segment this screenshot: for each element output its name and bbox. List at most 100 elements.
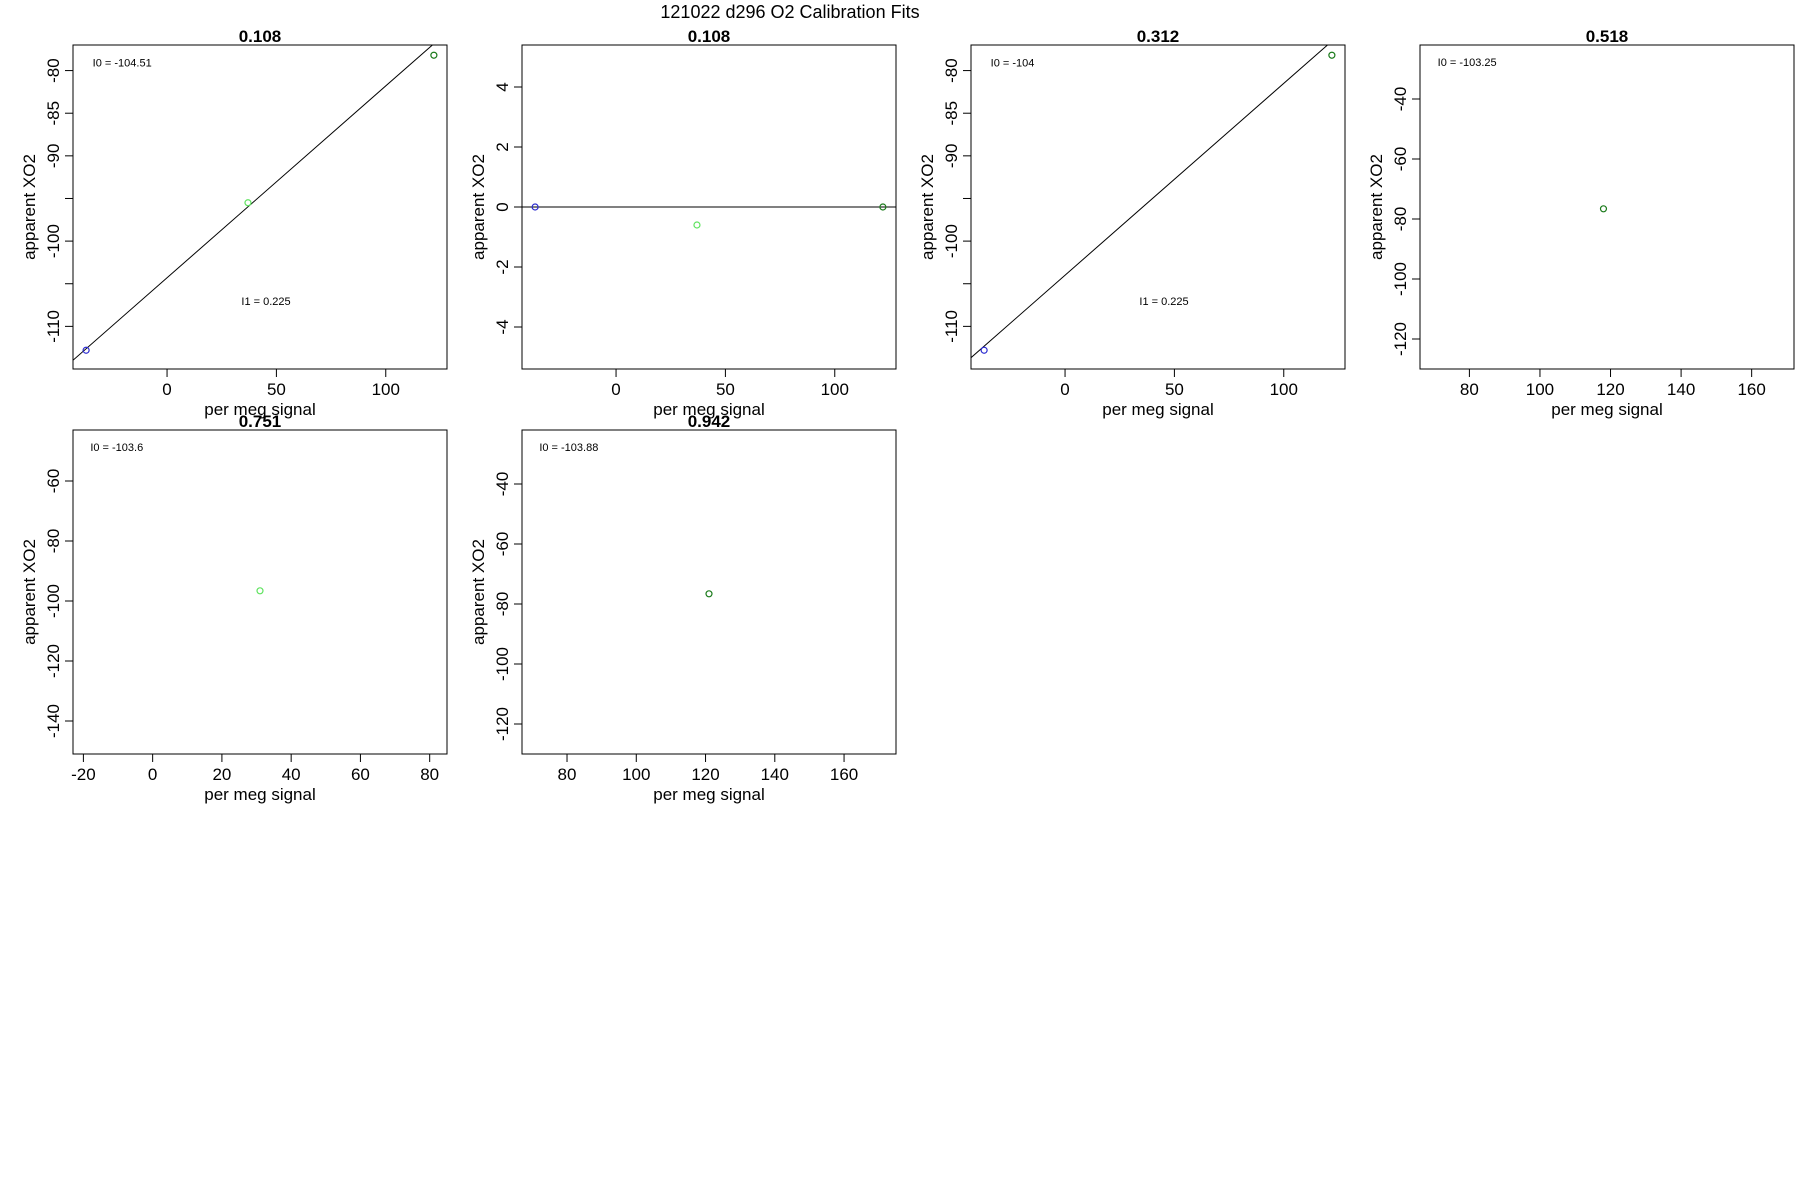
x-axis-label: per meg signal xyxy=(204,400,316,419)
y-axis-label: apparent XO2 xyxy=(20,539,39,645)
x-tick-label: 140 xyxy=(1667,380,1695,399)
fit-annotation: I0 = -104 xyxy=(991,57,1035,69)
panel-5: 0.751 -20 0 20 40 60 80 -60 -80 -100 -120 -140 per m… xyxy=(20,412,448,804)
y-tick-label: -140 xyxy=(44,704,63,738)
x-axis-label: per meg signal xyxy=(1551,400,1663,419)
panel-6: 0.942 80 100 120 140 160 -40 -60 -80 -100 -120 per … xyxy=(469,412,897,804)
panel-grid: 0.108 0 50 100 -80 -85 -90 -100 -110 per meg sign… xyxy=(20,27,1795,804)
y-tick-label: -80 xyxy=(1391,207,1410,232)
y-tick-label: -100 xyxy=(1391,262,1410,296)
data-point xyxy=(693,221,701,229)
y-axis-label: apparent XO2 xyxy=(918,154,937,260)
fit-line xyxy=(971,45,1329,359)
x-tick-label: 120 xyxy=(691,765,719,784)
x-tick-label: 0 xyxy=(162,380,171,399)
data-point xyxy=(1328,51,1336,59)
y-tick-label: 2 xyxy=(493,142,512,151)
x-tick-label: 160 xyxy=(1737,380,1765,399)
y-tick-label: -80 xyxy=(44,58,63,83)
x-tick-label: 100 xyxy=(821,380,849,399)
y-tick-label: -60 xyxy=(493,532,512,557)
x-tick-label: 160 xyxy=(830,765,858,784)
plot-frame xyxy=(72,429,448,755)
panel-1: 0.108 0 50 100 -80 -85 -90 -100 -110 per meg sign… xyxy=(20,27,448,419)
x-tick-label: 100 xyxy=(1270,380,1298,399)
panel-title: 0.108 xyxy=(688,27,731,46)
x-tick-label: -20 xyxy=(71,765,96,784)
x-tick-label: 140 xyxy=(761,765,789,784)
y-tick-label: -100 xyxy=(44,584,63,618)
x-tick-label: 0 xyxy=(1060,380,1069,399)
data-point xyxy=(82,346,90,354)
x-tick-label: 100 xyxy=(1526,380,1554,399)
y-tick-label: -85 xyxy=(44,101,63,126)
x-tick-label: 50 xyxy=(1165,380,1184,399)
y-axis-label: apparent XO2 xyxy=(1367,154,1386,260)
x-tick-label: 0 xyxy=(148,765,157,784)
x-tick-label: 120 xyxy=(1596,380,1624,399)
y-tick-label: -120 xyxy=(44,644,63,678)
x-tick-label: 80 xyxy=(1460,380,1479,399)
panel-title: 0.518 xyxy=(1586,27,1629,46)
x-axis-label: per meg signal xyxy=(204,785,316,804)
panel-title: 0.312 xyxy=(1137,27,1180,46)
x-axis-label: per meg signal xyxy=(653,400,765,419)
y-tick-label: -40 xyxy=(1391,87,1410,112)
y-tick-label: -80 xyxy=(493,592,512,617)
data-point xyxy=(531,203,539,211)
data-point xyxy=(879,203,887,211)
x-tick-label: 50 xyxy=(267,380,286,399)
y-tick-label: -90 xyxy=(44,144,63,169)
y-tick-label: -100 xyxy=(493,647,512,681)
fit-annotation: I1 = 0.225 xyxy=(241,296,290,308)
x-tick-label: 60 xyxy=(351,765,370,784)
y-tick-label: -110 xyxy=(44,310,63,343)
x-tick-label: 80 xyxy=(558,765,577,784)
fit-annotation: I0 = -103.6 xyxy=(90,442,143,454)
data-point xyxy=(256,587,264,595)
x-tick-label: 40 xyxy=(282,765,301,784)
y-tick-label: -90 xyxy=(942,144,961,169)
panel-title: 0.751 xyxy=(239,412,282,431)
y-tick-label: -2 xyxy=(493,259,512,274)
y-axis-label: apparent XO2 xyxy=(469,539,488,645)
fit-annotation: I0 = -103.25 xyxy=(1438,57,1497,69)
fit-annotation: I0 = -104.51 xyxy=(93,57,152,69)
data-point xyxy=(705,590,713,598)
y-tick-label: 0 xyxy=(493,202,512,211)
x-axis-label: per meg signal xyxy=(1102,400,1214,419)
panel-title: 0.108 xyxy=(239,27,282,46)
fit-annotation: I0 = -103.88 xyxy=(539,442,598,454)
y-tick-label: -110 xyxy=(942,310,961,343)
y-tick-label: -80 xyxy=(44,529,63,554)
x-tick-label: 100 xyxy=(622,765,650,784)
data-point xyxy=(244,199,252,207)
x-tick-label: 20 xyxy=(212,765,231,784)
x-tick-label: 100 xyxy=(372,380,400,399)
y-tick-label: -100 xyxy=(942,224,961,258)
y-tick-label: -85 xyxy=(942,101,961,126)
panel-2: 0.108 0 50 100 4 2 0 -2 -4 per meg signal apparent… xyxy=(469,27,897,419)
plot-frame xyxy=(72,44,448,370)
y-tick-label: -60 xyxy=(1391,147,1410,172)
y-tick-label: -4 xyxy=(493,319,512,334)
plot-frame xyxy=(521,429,897,755)
data-point xyxy=(1599,205,1608,213)
y-tick-label: -80 xyxy=(942,58,961,83)
fit-line xyxy=(73,45,434,361)
y-axis-label: apparent XO2 xyxy=(469,154,488,260)
x-tick-label: 0 xyxy=(611,380,620,399)
y-tick-label: -120 xyxy=(1391,322,1410,356)
y-tick-label: -100 xyxy=(44,224,63,258)
y-tick-label: 4 xyxy=(493,82,512,91)
y-tick-label: -120 xyxy=(493,707,512,741)
plot-frame xyxy=(1419,44,1795,370)
figure-title: 121022 d296 O2 Calibration Fits xyxy=(660,2,919,22)
y-tick-label: -40 xyxy=(493,472,512,497)
x-tick-label: 80 xyxy=(420,765,439,784)
panel-3: 0.312 0 50 100 -80 -85 -90 -100 -110 per meg sign… xyxy=(918,27,1346,419)
data-point xyxy=(980,346,988,354)
panel-4: 0.518 80 100 120 140 160 -40 -60 -80 -100 -120 per … xyxy=(1367,27,1795,419)
data-point xyxy=(430,51,438,59)
